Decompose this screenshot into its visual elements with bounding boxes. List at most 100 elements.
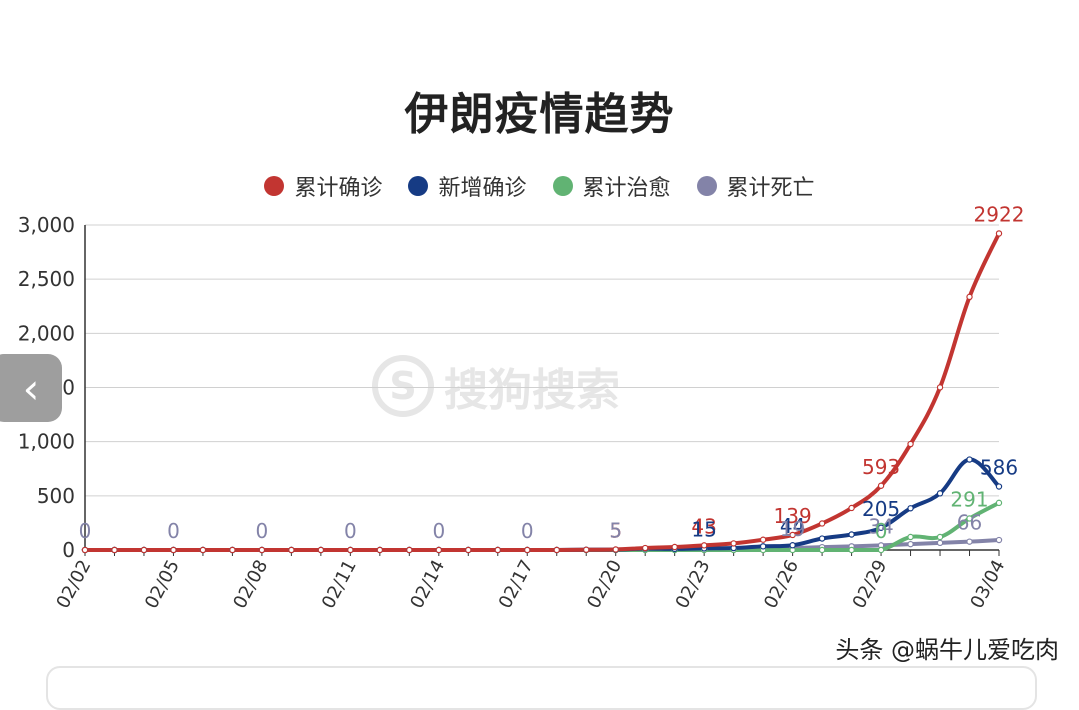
data-point [789, 542, 796, 549]
data-label: 19 [780, 517, 805, 541]
data-point [730, 540, 737, 547]
data-label: 0 [875, 519, 888, 543]
y-tick-label: 500 [37, 484, 75, 508]
footer-credit: 头条 @蜗牛儿爱吃肉 [835, 636, 1059, 664]
x-tick-label: 02/23 [672, 556, 715, 612]
legend-dot-confirmed [264, 176, 285, 196]
data-label: 139 [774, 504, 812, 528]
x-tick-label: 02/08 [229, 556, 272, 612]
data-point [936, 490, 944, 497]
data-label: 586 [980, 456, 1018, 480]
data-point [288, 546, 295, 554]
data-point [995, 499, 1003, 507]
data-label: 0 [432, 519, 445, 543]
data-point [936, 384, 944, 391]
legend-item-recovered[interactable]: 累计治愈 [552, 170, 671, 202]
chart-title: 伊朗疫情趋势 [404, 89, 675, 140]
data-point [671, 543, 678, 551]
legend-item-deaths[interactable]: 累计死亡 [696, 170, 815, 202]
legend-item-new[interactable]: 新增确诊 [408, 170, 527, 202]
data-label: 291 [950, 487, 988, 511]
data-point [494, 546, 501, 554]
data-point [229, 546, 236, 554]
data-point [848, 531, 855, 538]
legend-dot-recovered [552, 176, 573, 196]
data-point [848, 504, 855, 512]
data-point [966, 515, 973, 522]
data-point [258, 546, 266, 554]
data-point [877, 482, 885, 489]
data-point [759, 536, 767, 543]
legend-dot-deaths [696, 176, 717, 196]
data-point [995, 483, 1003, 490]
data-label: 5 [609, 519, 622, 543]
data-label: 2922 [974, 202, 1025, 226]
data-point [818, 535, 826, 542]
data-label: 0 [79, 519, 92, 543]
y-tick-label: 1,000 [18, 430, 75, 454]
data-point [966, 456, 973, 463]
line-chart: 05001,0001,5002,0002,5003,00002/0202/050… [18, 202, 1025, 612]
data-point [700, 542, 708, 549]
data-point [848, 546, 855, 554]
data-point [553, 546, 560, 554]
x-tick-label: 03/04 [967, 556, 1010, 612]
data-point [406, 546, 413, 554]
y-tick-label: 3,000 [18, 213, 75, 237]
legend-item-confirmed[interactable]: 累计确诊 [264, 170, 382, 202]
data-label: 0 [167, 519, 180, 543]
x-tick-label: 02/20 [583, 556, 626, 612]
data-point [936, 539, 944, 547]
legend-label-recovered: 累计治愈 [582, 176, 671, 201]
x-tick-label: 02/11 [318, 556, 361, 612]
data-label: 5 [609, 518, 622, 542]
data-point [465, 546, 472, 554]
data-point [317, 546, 325, 554]
data-point [877, 546, 885, 554]
x-tick-label: 02/26 [760, 556, 803, 612]
x-tick-label: 02/29 [849, 556, 892, 612]
legend-label-confirmed: 累计确诊 [294, 176, 383, 201]
legend-dot-new [408, 176, 429, 196]
data-label: 44 [780, 514, 805, 538]
data-label: 34 [868, 514, 893, 538]
data-point [966, 293, 973, 301]
data-point [995, 230, 1003, 237]
x-tick-label: 02/17 [495, 556, 538, 612]
data-label: 0 [344, 519, 357, 543]
data-point [877, 524, 885, 531]
chart-legend: 累计确诊 新增确诊 累计治愈 累计死亡 [0, 170, 1079, 202]
data-point [759, 543, 767, 550]
data-label: 43 [691, 514, 716, 538]
data-point [966, 538, 973, 545]
back-button[interactable]: ‹ [0, 354, 62, 422]
data-point [81, 546, 89, 554]
chevron-left-icon: ‹ [22, 363, 40, 413]
data-point [907, 505, 914, 512]
data-point [641, 544, 649, 552]
data-point [347, 546, 354, 554]
legend-label-deaths: 累计死亡 [726, 176, 815, 201]
data-point [583, 546, 590, 553]
data-label: 593 [862, 455, 900, 479]
data-point [818, 520, 826, 527]
data-point [936, 533, 944, 541]
data-point [524, 546, 531, 554]
data-point [111, 546, 118, 554]
data-label: 0 [256, 519, 269, 543]
data-point [907, 540, 914, 548]
data-point [140, 546, 148, 554]
data-label: 0 [521, 519, 534, 543]
data-point [995, 536, 1003, 544]
data-point [376, 546, 384, 554]
data-point [818, 546, 826, 554]
x-tick-label: 02/02 [53, 556, 96, 612]
data-label: 205 [862, 497, 900, 521]
data-point [907, 440, 914, 448]
x-tick-label: 02/05 [141, 556, 184, 612]
legend-label-new: 新增确诊 [438, 176, 527, 201]
data-point [435, 546, 443, 554]
y-tick-label: 2,500 [18, 267, 75, 291]
data-point [199, 546, 207, 554]
data-point [612, 546, 619, 553]
